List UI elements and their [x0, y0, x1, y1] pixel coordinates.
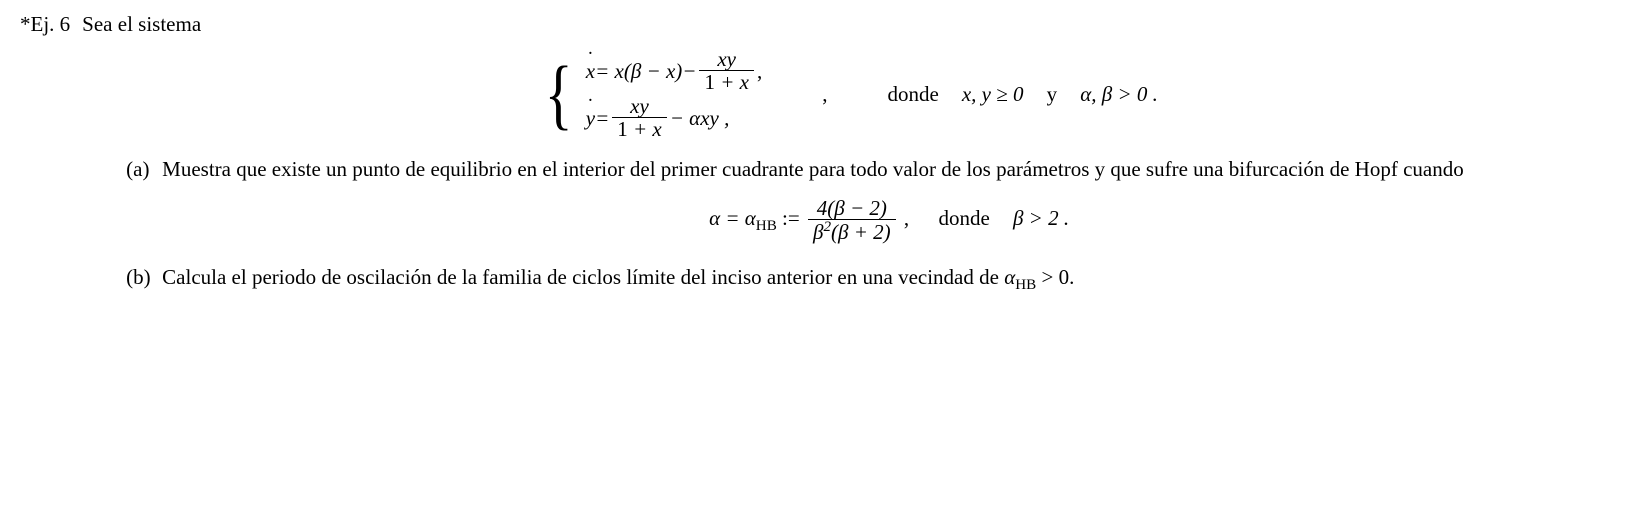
intro-text: Sea el sistema: [82, 12, 201, 36]
exercise-label: *Ej. 6: [20, 10, 82, 38]
exercise-6: *Ej. 6 Sea el sistema { x = x (β − x) − …: [20, 10, 1616, 302]
part-b-label: (b): [126, 263, 162, 291]
equation-2: y = xy 1 + x − αxy ,: [586, 95, 762, 140]
exercise-body: Sea el sistema { x = x (β − x) − xy 1 + …: [82, 10, 1616, 302]
hopf-fraction: 4(β − 2) β2(β + 2): [808, 197, 896, 243]
system-comma: ,: [822, 80, 827, 108]
left-brace-icon: {: [545, 55, 573, 133]
part-b: (b) Calcula el periodo de oscilación de …: [126, 263, 1616, 296]
hopf-equation: α = αHB := 4(β − 2) β2(β + 2) , don: [162, 197, 1616, 243]
part-b-text: Calcula el periodo de oscilación de la f…: [162, 263, 1616, 296]
equation-1: x = x (β − x) − xy 1 + x ,: [586, 48, 762, 93]
ydot: y: [586, 104, 595, 132]
part-a: (a) Muestra que existe un punto de equil…: [126, 155, 1616, 257]
system-row: { x = x (β − x) − xy 1 + x ,: [82, 48, 1616, 140]
frac-xy-2: xy 1 + x: [612, 95, 667, 140]
ode-system: { x = x (β − x) − xy 1 + x ,: [540, 48, 762, 140]
xdot: x: [586, 57, 595, 85]
star: *: [20, 12, 31, 36]
part-a-label: (a): [126, 155, 162, 183]
ej-number: Ej. 6: [31, 12, 71, 36]
part-a-text: Muestra que existe un punto de equilibri…: [162, 155, 1616, 257]
frac-xy-1: xy 1 + x: [699, 48, 754, 93]
system-conditions: donde x, y ≥ 0 y α, β > 0 .: [887, 80, 1157, 108]
parts-list: (a) Muestra que existe un punto de equil…: [126, 155, 1616, 296]
